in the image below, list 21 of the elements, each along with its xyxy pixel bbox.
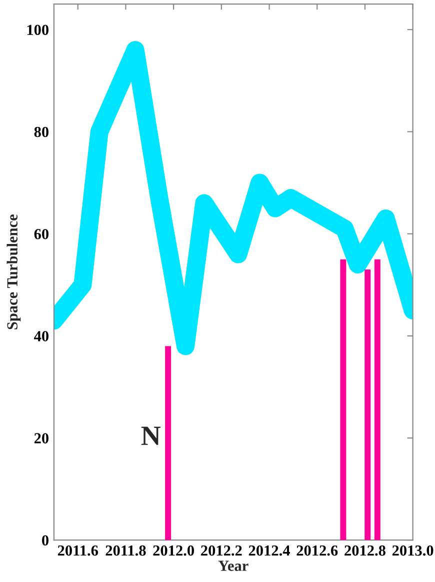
y-tick-label: 80 [34, 126, 48, 138]
x-tick-label: 2013.0 [392, 545, 434, 556]
x-tick-label: 2011.8 [106, 545, 146, 556]
x-tick-label: 2012.8 [344, 545, 386, 556]
annotation: N [141, 426, 160, 445]
y-tick-label: 40 [34, 331, 48, 342]
x-tick-label: 2012.2 [201, 545, 242, 556]
y-tick-label: 100 [27, 24, 48, 36]
y-tick-label: 0 [42, 535, 48, 546]
x-tick-label: 2012.4 [248, 545, 290, 556]
x-axis-title: Year [218, 560, 248, 571]
x-tick-label: 2012.6 [296, 545, 338, 556]
x-tick-label: 2012.0 [153, 545, 194, 556]
x-tick-label: 2011.6 [58, 545, 98, 556]
bar [340, 259, 346, 540]
bar [364, 270, 371, 540]
y-tick-label: 60 [34, 228, 48, 240]
bar [374, 259, 380, 540]
y-tick-label: 20 [34, 433, 48, 444]
bar [165, 346, 172, 540]
y-axis-title: Space Turbulence [6, 214, 21, 330]
